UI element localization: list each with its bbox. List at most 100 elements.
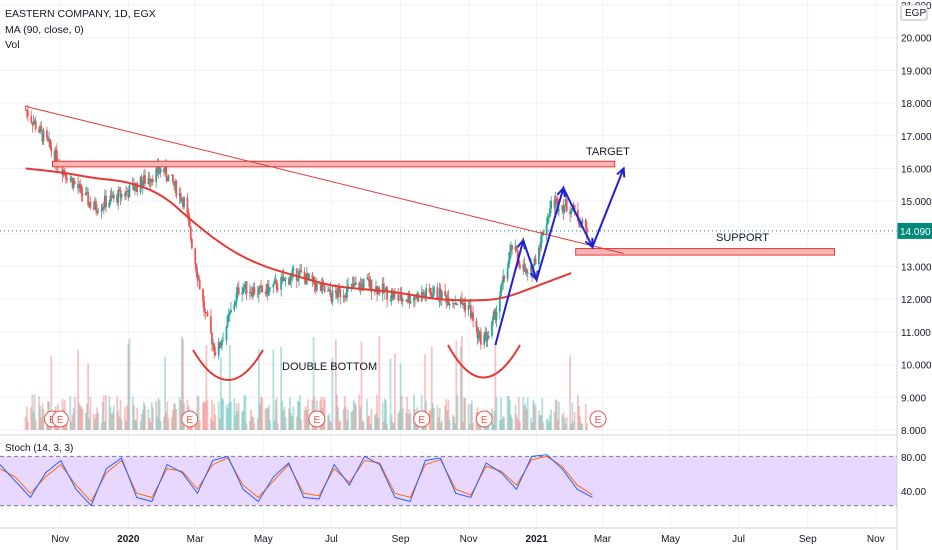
volume-bar bbox=[34, 419, 37, 430]
candle-body bbox=[407, 294, 410, 302]
candle-body bbox=[408, 294, 411, 304]
volume-bar bbox=[327, 415, 329, 430]
volume-bar bbox=[259, 403, 261, 430]
volume-bar bbox=[394, 353, 396, 430]
candle-body bbox=[561, 205, 564, 210]
volume-bar bbox=[244, 394, 247, 430]
volume-bar bbox=[334, 339, 337, 430]
candle-body bbox=[406, 300, 409, 302]
volume-bar bbox=[163, 416, 165, 430]
candle-body bbox=[320, 284, 323, 291]
candle-body bbox=[198, 279, 201, 290]
volume-bar bbox=[164, 356, 167, 430]
candle-body bbox=[39, 126, 42, 133]
candle-body bbox=[157, 165, 160, 174]
candle-body bbox=[149, 181, 152, 183]
earnings-marker-circle bbox=[589, 410, 607, 428]
candle-body bbox=[367, 277, 370, 281]
arrowhead bbox=[516, 238, 526, 250]
time-tick-label: 2020 bbox=[117, 534, 140, 545]
candle-body bbox=[389, 299, 392, 301]
candle-body bbox=[205, 312, 208, 314]
candle-body bbox=[222, 340, 225, 342]
candle-body bbox=[275, 280, 278, 290]
candle-body bbox=[253, 287, 256, 294]
price-tick-label: 18.000 bbox=[901, 99, 932, 110]
candle-body bbox=[117, 189, 120, 203]
candle-body bbox=[515, 246, 518, 251]
volume-bar bbox=[213, 403, 216, 430]
volume-bar bbox=[524, 403, 527, 430]
candle-body bbox=[360, 283, 363, 285]
earnings-marker[interactable]: E bbox=[589, 410, 607, 428]
target-label: TARGET bbox=[586, 146, 630, 158]
candle-body bbox=[164, 164, 167, 172]
volume-bar bbox=[101, 402, 104, 430]
candle-body bbox=[314, 285, 317, 291]
earnings-marker[interactable]: E bbox=[308, 410, 326, 428]
volume-bar bbox=[564, 423, 567, 430]
candle-body bbox=[295, 268, 298, 281]
candle-body bbox=[135, 183, 138, 190]
candle-body bbox=[444, 291, 447, 296]
arrowhead bbox=[584, 237, 594, 249]
candle-body bbox=[242, 288, 245, 293]
candle-body bbox=[40, 126, 43, 130]
volume-bar bbox=[79, 404, 82, 430]
candle-body bbox=[498, 296, 501, 312]
volume-bar bbox=[542, 422, 545, 430]
candle-body bbox=[414, 297, 416, 299]
candle-body bbox=[182, 199, 184, 207]
earnings-marker[interactable]: E bbox=[51, 410, 69, 428]
candle-body bbox=[230, 309, 232, 313]
stoch-band bbox=[0, 456, 897, 506]
candle-body bbox=[109, 195, 112, 203]
candle-body bbox=[101, 206, 104, 210]
volume-bar bbox=[367, 416, 370, 430]
volume-bar bbox=[111, 412, 114, 430]
earnings-marker[interactable]: E bbox=[181, 410, 199, 428]
currency-button[interactable]: EGP bbox=[900, 4, 928, 21]
volume-bar bbox=[116, 396, 119, 430]
candle-body bbox=[227, 314, 230, 316]
candle-body bbox=[174, 180, 177, 186]
volume-bar bbox=[281, 400, 284, 430]
volume-bar bbox=[241, 411, 244, 430]
candle-body bbox=[381, 283, 384, 294]
candle-body bbox=[281, 276, 284, 278]
currency-label: EGP bbox=[905, 8, 926, 19]
candle-body bbox=[128, 185, 131, 198]
grid bbox=[0, 0, 897, 528]
candle-body bbox=[327, 290, 329, 292]
candle-body bbox=[34, 120, 37, 130]
volume-bar bbox=[31, 394, 34, 430]
candle-body bbox=[421, 292, 424, 296]
projection-arrowheads bbox=[516, 166, 626, 282]
candle-body bbox=[112, 194, 115, 198]
earnings-marker[interactable]: E bbox=[413, 410, 431, 428]
volume-bar bbox=[291, 416, 294, 430]
candle-body bbox=[151, 179, 154, 183]
candle-body bbox=[155, 168, 158, 183]
candle-body bbox=[209, 316, 212, 333]
candle-body bbox=[217, 342, 220, 356]
volume-bar bbox=[508, 400, 511, 430]
volume-bar bbox=[385, 400, 387, 430]
volume-bar bbox=[438, 407, 441, 430]
candle-body bbox=[189, 227, 192, 240]
volume-bar bbox=[390, 414, 393, 430]
volume-bar bbox=[228, 344, 231, 430]
volume-bar bbox=[197, 396, 200, 430]
candle-body bbox=[321, 283, 324, 291]
earnings-marker[interactable]: E bbox=[475, 410, 493, 428]
volume-bar bbox=[584, 403, 587, 430]
volume-bar bbox=[386, 423, 389, 430]
candle-body bbox=[525, 269, 528, 274]
price-tick-label: 12.000 bbox=[901, 295, 932, 306]
candle-body bbox=[228, 312, 231, 315]
candle-body bbox=[533, 258, 536, 266]
volume-bar bbox=[158, 400, 161, 430]
candle-body bbox=[492, 316, 495, 322]
earnings-markers[interactable]: EEEEEEE bbox=[43, 410, 607, 428]
